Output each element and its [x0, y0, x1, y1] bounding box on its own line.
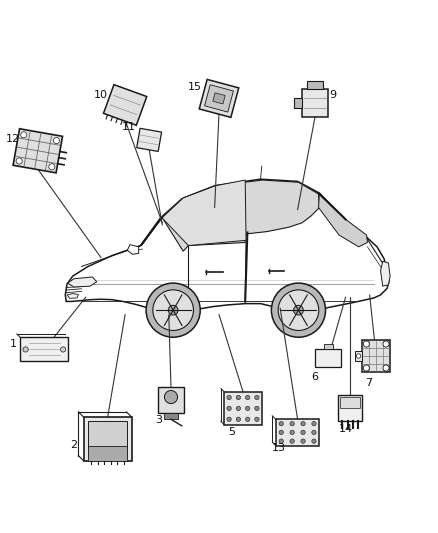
Circle shape — [301, 430, 305, 434]
Polygon shape — [213, 93, 225, 104]
Polygon shape — [318, 193, 367, 247]
Text: 11: 11 — [122, 122, 136, 132]
Text: 5: 5 — [228, 426, 235, 437]
Polygon shape — [137, 128, 162, 151]
Text: 1: 1 — [10, 339, 16, 349]
Polygon shape — [164, 413, 177, 419]
Text: 2: 2 — [71, 440, 78, 450]
Circle shape — [21, 132, 27, 138]
Polygon shape — [67, 277, 97, 287]
Circle shape — [290, 422, 294, 426]
Circle shape — [255, 406, 259, 410]
Circle shape — [363, 341, 369, 347]
Circle shape — [312, 422, 316, 426]
Text: 14: 14 — [339, 424, 353, 434]
Polygon shape — [20, 337, 68, 361]
Circle shape — [383, 365, 389, 371]
Circle shape — [227, 395, 231, 400]
Polygon shape — [13, 129, 63, 173]
Text: 10: 10 — [94, 91, 108, 100]
Text: 12: 12 — [5, 134, 20, 143]
Polygon shape — [338, 395, 362, 422]
Polygon shape — [127, 245, 139, 254]
Polygon shape — [65, 179, 389, 311]
Text: 9: 9 — [329, 90, 336, 100]
Polygon shape — [324, 344, 332, 350]
Text: 6: 6 — [311, 372, 318, 382]
Circle shape — [312, 439, 316, 443]
Polygon shape — [302, 88, 328, 117]
Circle shape — [293, 305, 304, 315]
Polygon shape — [315, 350, 341, 367]
Polygon shape — [84, 417, 132, 461]
Text: 3: 3 — [155, 415, 162, 425]
Polygon shape — [158, 386, 184, 413]
Circle shape — [236, 395, 240, 400]
Polygon shape — [356, 351, 362, 361]
Circle shape — [278, 290, 319, 330]
Circle shape — [290, 430, 294, 434]
Polygon shape — [199, 79, 239, 117]
Polygon shape — [294, 98, 302, 108]
Circle shape — [279, 422, 283, 426]
Polygon shape — [103, 85, 147, 125]
Circle shape — [60, 347, 66, 352]
Polygon shape — [224, 392, 261, 425]
Circle shape — [168, 305, 178, 315]
Circle shape — [357, 354, 360, 358]
Text: 7: 7 — [365, 378, 372, 388]
Polygon shape — [88, 422, 127, 456]
Circle shape — [236, 417, 240, 422]
Circle shape — [245, 395, 250, 400]
Polygon shape — [276, 419, 319, 446]
Circle shape — [153, 290, 194, 330]
Polygon shape — [307, 80, 323, 88]
Circle shape — [16, 158, 22, 164]
Circle shape — [255, 417, 259, 422]
Polygon shape — [340, 398, 360, 408]
Polygon shape — [67, 294, 78, 298]
Circle shape — [301, 439, 305, 443]
Circle shape — [146, 283, 200, 337]
Polygon shape — [205, 85, 233, 112]
Circle shape — [245, 417, 250, 422]
Circle shape — [279, 430, 283, 434]
Circle shape — [23, 347, 28, 352]
Circle shape — [164, 391, 177, 403]
Circle shape — [279, 439, 283, 443]
Polygon shape — [362, 340, 390, 373]
Circle shape — [227, 406, 231, 410]
Polygon shape — [88, 446, 127, 461]
Circle shape — [255, 395, 259, 400]
Circle shape — [227, 417, 231, 422]
Circle shape — [53, 138, 60, 143]
Polygon shape — [381, 261, 390, 286]
Circle shape — [272, 283, 325, 337]
Polygon shape — [141, 180, 246, 246]
Circle shape — [245, 406, 250, 410]
Circle shape — [290, 439, 294, 443]
Circle shape — [236, 406, 240, 410]
Circle shape — [49, 164, 55, 170]
Text: 13: 13 — [272, 443, 286, 453]
Circle shape — [383, 341, 389, 347]
Polygon shape — [141, 180, 319, 251]
Circle shape — [363, 365, 369, 371]
Text: 15: 15 — [188, 83, 202, 93]
Circle shape — [312, 430, 316, 434]
Circle shape — [301, 422, 305, 426]
